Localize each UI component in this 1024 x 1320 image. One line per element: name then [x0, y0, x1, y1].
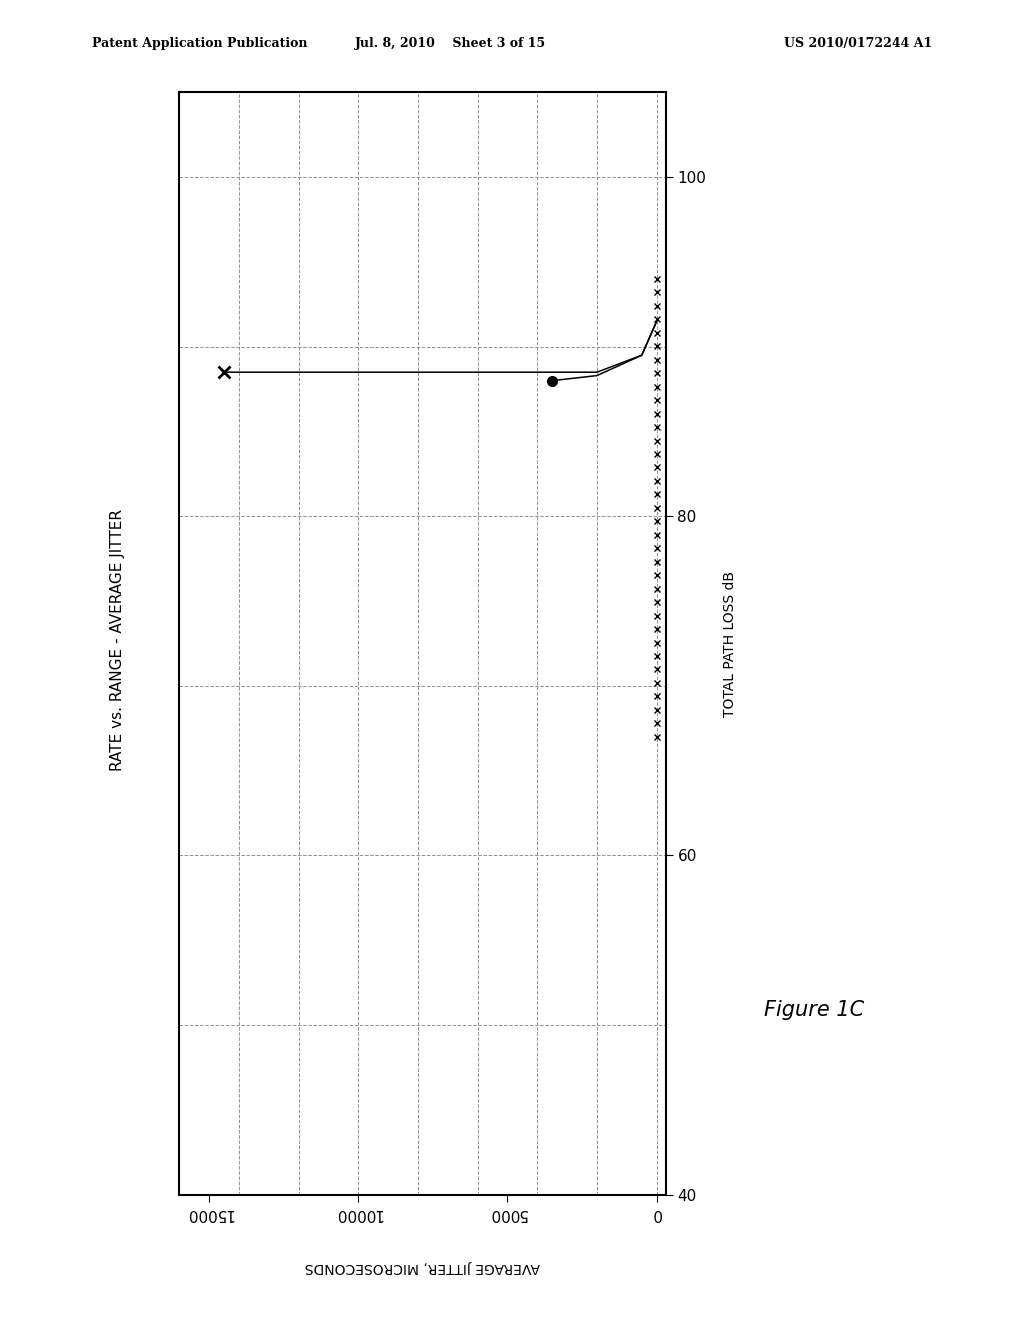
Text: RATE vs. RANGE - AVERAGE JITTER: RATE vs. RANGE - AVERAGE JITTER — [111, 510, 125, 771]
Text: Figure 1C: Figure 1C — [764, 999, 864, 1020]
Text: Patent Application Publication: Patent Application Publication — [92, 37, 307, 50]
Text: Jul. 8, 2010    Sheet 3 of 15: Jul. 8, 2010 Sheet 3 of 15 — [355, 37, 546, 50]
X-axis label: AVERAGE JITTER, MICROSECONDS: AVERAGE JITTER, MICROSECONDS — [305, 1261, 540, 1274]
Text: US 2010/0172244 A1: US 2010/0172244 A1 — [783, 37, 932, 50]
Y-axis label: TOTAL PATH LOSS dB: TOTAL PATH LOSS dB — [723, 570, 737, 717]
